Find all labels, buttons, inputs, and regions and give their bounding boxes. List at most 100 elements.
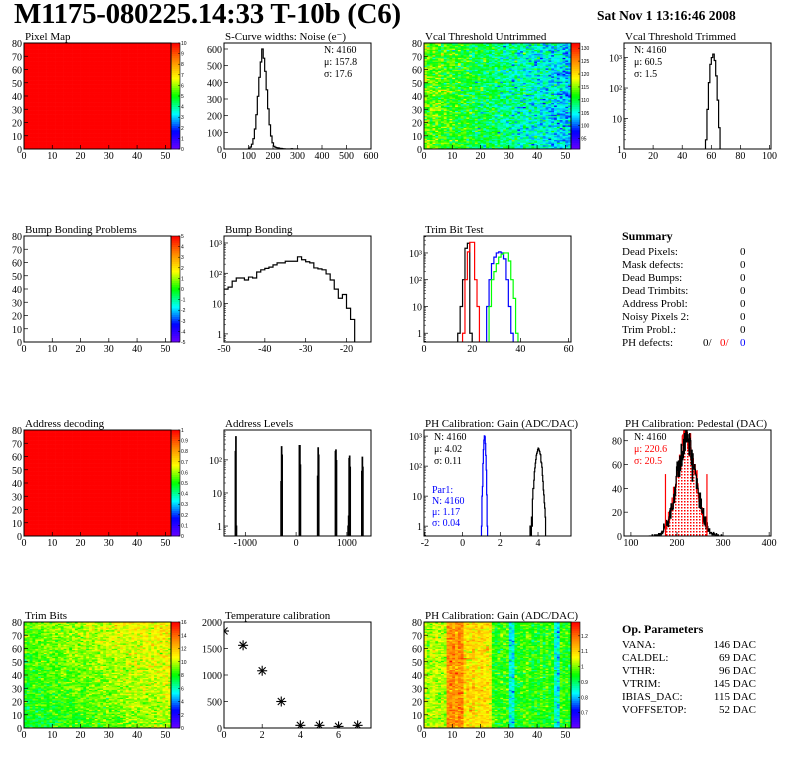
- heatmap-cell: [83, 50, 87, 53]
- heatmap-cell: [131, 76, 135, 78]
- heatmap-cell: [114, 57, 118, 60]
- heatmap-cell: [40, 62, 45, 65]
- heatmap-cell: [443, 70, 447, 73]
- heatmap-cell: [424, 43, 428, 45]
- heatmap-cell: [52, 102, 56, 105]
- heatmap-cell: [145, 64, 149, 66]
- heatmap-cell: [40, 115, 45, 118]
- heatmap-cell: [97, 139, 101, 142]
- heatmap-cell: [86, 60, 90, 62]
- heatmap-cell: [66, 45, 70, 48]
- heatmap-cell: [137, 60, 141, 62]
- x-tick-label: 400: [315, 151, 330, 162]
- heatmap-cell: [60, 147, 64, 149]
- heatmap-cell: [111, 57, 115, 60]
- heatmap-cell: [134, 85, 138, 88]
- heatmap-cell: [26, 119, 30, 122]
- heatmap-cell: [66, 93, 70, 95]
- heatmap-cell: [97, 133, 101, 135]
- heatmap-cell: [38, 130, 42, 133]
- y-tick-label: 40: [12, 92, 22, 103]
- heatmap-cell: [38, 97, 42, 99]
- heatmap-cell: [97, 122, 101, 125]
- heatmap-cell: [134, 107, 138, 110]
- heatmap-cell: [151, 143, 155, 146]
- heatmap-cell: [145, 137, 149, 139]
- heatmap-cell: [89, 64, 93, 66]
- heatmap-cell: [24, 117, 28, 119]
- heatmap-cell: [125, 119, 129, 122]
- heatmap-cell: [46, 94, 50, 97]
- heatmap-cell: [122, 46, 127, 49]
- heatmap-cell: [60, 78, 64, 81]
- heatmap-cell: [24, 65, 28, 68]
- heatmap-cell: [443, 134, 447, 137]
- heatmap-cell: [154, 77, 158, 80]
- heatmap-cell: [154, 139, 158, 142]
- heatmap-cell: [35, 115, 39, 118]
- heatmap-cell: [148, 68, 152, 70]
- heatmap-cell: [80, 129, 84, 131]
- heatmap-cell: [94, 97, 98, 99]
- heatmap-cell: [443, 133, 447, 135]
- heatmap-cell: [40, 54, 45, 57]
- heatmap-cell: [440, 90, 445, 93]
- heatmap-cell: [148, 122, 152, 125]
- heatmap-cell: [154, 96, 158, 98]
- heatmap-cell: [49, 69, 53, 72]
- heatmap-cell: [154, 85, 158, 88]
- heatmap-cell: [66, 110, 70, 113]
- heatmap-cell: [52, 142, 56, 145]
- heatmap-cell: [440, 147, 445, 149]
- heatmap-cell: [74, 48, 79, 50]
- heatmap-cell: [86, 74, 90, 77]
- heatmap-cell: [438, 72, 442, 74]
- heatmap-cell: [77, 43, 81, 45]
- heatmap-cell: [154, 118, 158, 121]
- heatmap-cell: [32, 82, 36, 85]
- heatmap-cell: [69, 54, 73, 57]
- heatmap-cell: [168, 103, 171, 106]
- heatmap-cell: [66, 101, 70, 103]
- heatmap-cell: [151, 142, 155, 145]
- heatmap-cell: [156, 119, 160, 122]
- heatmap-cell: [120, 74, 124, 77]
- heatmap-cell: [24, 72, 28, 74]
- heatmap-cell: [66, 141, 70, 143]
- heatmap-cell: [83, 139, 87, 142]
- heatmap-cell: [154, 119, 158, 122]
- heatmap-cell: [154, 101, 158, 103]
- heatmap-cell: [105, 54, 110, 57]
- heatmap-cell: [440, 50, 445, 53]
- heatmap-cell: [80, 81, 84, 84]
- heatmap-cell: [120, 119, 124, 122]
- heatmap-cell: [154, 70, 158, 73]
- heatmap-cell: [35, 119, 39, 122]
- heatmap-cell: [148, 114, 152, 117]
- heatmap-cell: [120, 137, 124, 139]
- heatmap-cell: [74, 119, 79, 122]
- heatmap-cell: [128, 99, 132, 102]
- heatmap-cell: [24, 48, 28, 50]
- heatmap-cell: [108, 64, 112, 66]
- heatmap-cell: [40, 65, 45, 68]
- heatmap-cell: [89, 123, 93, 126]
- heatmap-cell: [142, 142, 146, 145]
- heatmap-cell: [103, 119, 107, 122]
- heatmap-cell: [139, 76, 144, 78]
- heatmap-cell: [38, 101, 42, 103]
- heatmap-cell: [46, 107, 50, 110]
- heatmap-cell: [60, 139, 64, 142]
- heatmap-cell: [131, 134, 135, 137]
- heatmap-cell: [111, 81, 115, 84]
- heatmap-cell: [80, 137, 84, 139]
- heatmap-cell: [142, 115, 146, 118]
- heatmap-cell: [111, 90, 115, 93]
- heatmap-cell: [77, 105, 81, 107]
- heatmap-cell: [148, 96, 152, 98]
- heatmap-cell: [94, 114, 98, 117]
- heatmap-cell: [438, 77, 442, 80]
- heatmap-cell: [55, 53, 59, 56]
- heatmap-cell: [443, 102, 447, 105]
- heatmap-cell: [148, 113, 152, 115]
